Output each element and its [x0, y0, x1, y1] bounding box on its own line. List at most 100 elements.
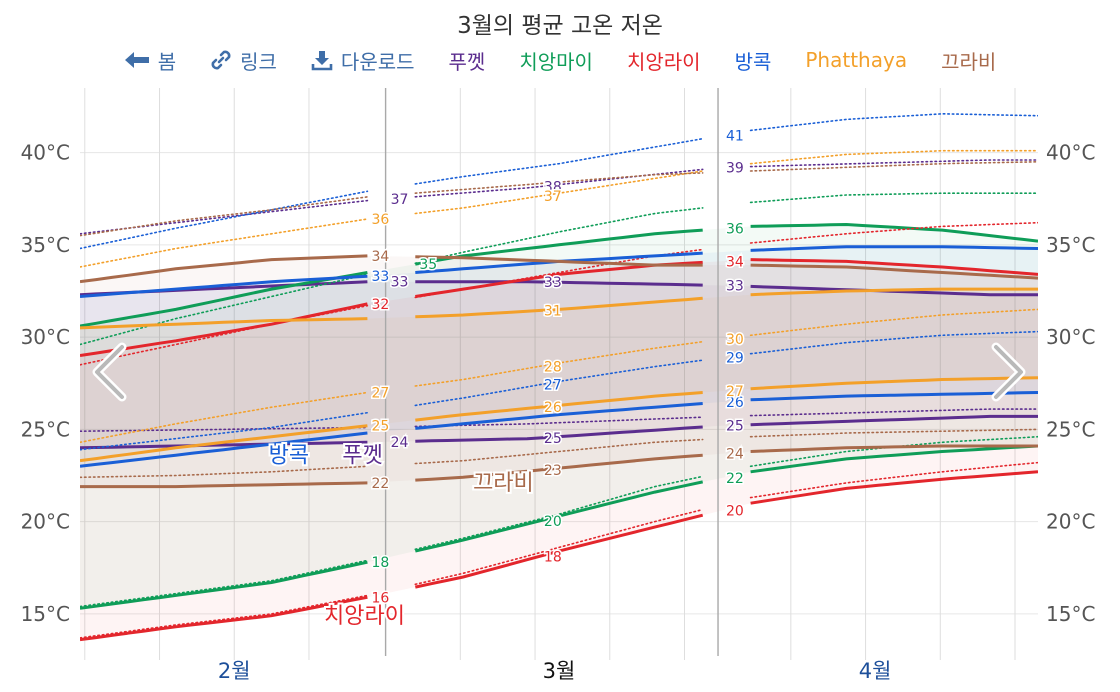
- line-low-푸껫: [415, 425, 703, 443]
- y-tick-label: 40°C: [21, 141, 70, 165]
- data-label: 25: [544, 431, 562, 447]
- x-axis-months: 2월 3월 4월: [218, 659, 892, 683]
- band-치앙라이: [80, 259, 1038, 640]
- data-label: 36: [371, 212, 389, 228]
- data-label: 34: [371, 249, 389, 265]
- line-high-치앙마이: [750, 222, 1038, 243]
- series-name-치앙라이: 치앙라이: [324, 604, 405, 629]
- y-axis-right: 15°C 20°C 25°C 30°C 35°C 40°C: [1046, 141, 1095, 626]
- data-label: 16: [371, 590, 389, 606]
- month-dividers: [384, 88, 719, 656]
- data-label: 33: [371, 269, 389, 285]
- line-dotted-low-방콕: [749, 330, 1038, 355]
- y-tick-label: 25°C: [1046, 417, 1095, 441]
- data-label: 35: [419, 257, 437, 273]
- download-button[interactable]: 다운로드: [311, 46, 415, 75]
- y-tick-label: 30°C: [21, 325, 70, 349]
- line-dotted-high-phatthaya: [80, 218, 369, 268]
- line-dotted-high-치앙마이: [749, 192, 1038, 204]
- data-label: 27: [726, 384, 744, 400]
- back-button[interactable]: 봄: [124, 46, 176, 75]
- line-low-방콕: [750, 391, 1038, 402]
- line-low-치앙라이: [80, 595, 368, 642]
- data-label: 31: [544, 304, 562, 320]
- x-tick-month: 2월: [218, 659, 251, 683]
- next-arrow[interactable]: [991, 342, 1026, 402]
- line-high-끄라비: [80, 254, 368, 284]
- line-dotted-high-푸껫: [80, 199, 369, 235]
- data-label: 20: [544, 514, 562, 530]
- line-dotted-high-끄라비: [414, 172, 704, 194]
- data-label: 25: [371, 419, 389, 435]
- line-high-치앙라이: [80, 302, 368, 357]
- data-label: 18: [371, 555, 389, 571]
- data-label: 26: [544, 400, 562, 416]
- line-high-치앙라이: [750, 258, 1038, 276]
- line-dotted-low-치앙마이: [414, 475, 704, 551]
- line-dotted-low-끄라비: [749, 428, 1038, 438]
- data-label: 37: [391, 192, 409, 208]
- line-dotted-low-방콕: [414, 359, 704, 407]
- download-label: 다운로드: [340, 49, 415, 74]
- line-dotted-low-푸껫: [80, 426, 369, 432]
- line-dotted-low-치앙라이: [80, 594, 369, 639]
- back-label: 봄: [157, 49, 177, 74]
- legend-item-chiang-mai[interactable]: 치앙마이: [519, 49, 593, 74]
- line-high-phatthaya: [415, 296, 703, 319]
- plot-background: [80, 88, 1038, 660]
- data-label: 37: [544, 189, 562, 205]
- line-dotted-high-끄라비: [749, 161, 1038, 172]
- data-label: 33: [391, 275, 409, 291]
- band-phatthaya: [80, 289, 1038, 461]
- line-dotted-low-치앙마이: [80, 559, 369, 608]
- toolbar: 봄 링크 다운로드 푸껫 치앙마이 치앙라이 방콕 Phatthaya 끄라비: [0, 44, 1120, 76]
- line-low-phatthaya: [750, 376, 1038, 391]
- legend-item-bangkok[interactable]: 방콕: [734, 49, 772, 74]
- line-high-끄라비: [750, 263, 1038, 280]
- link-label: 링크: [240, 49, 277, 74]
- legend-item-chiang-rai[interactable]: 치앙라이: [626, 49, 701, 74]
- line-dotted-low-치앙라이: [414, 508, 704, 586]
- line-dotted-low-치앙라이: [749, 461, 1038, 499]
- y-tick-label: 35°C: [21, 233, 70, 257]
- line-low-끄라비: [415, 453, 703, 482]
- legend-item-krabi[interactable]: 끄라비: [941, 49, 997, 74]
- data-label: 27: [371, 385, 389, 401]
- series-name-푸껫: 푸껫: [342, 444, 382, 469]
- line-dotted-low-끄라비: [80, 465, 369, 479]
- line-low-끄라비: [80, 481, 368, 489]
- data-label: 24: [726, 447, 744, 463]
- legend-item-pattaya[interactable]: Phatthaya: [805, 48, 908, 72]
- band-푸껫: [80, 281, 1038, 448]
- data-label: 33: [726, 278, 744, 294]
- line-low-치앙마이: [750, 444, 1038, 474]
- data-label: 27: [544, 378, 562, 394]
- y-tick-label: 25°C: [21, 417, 70, 441]
- legend-item-phuket[interactable]: 푸껫: [448, 49, 486, 74]
- line-dotted-high-치앙마이: [414, 207, 704, 265]
- data-label: 26: [726, 395, 744, 411]
- line-low-치앙마이: [80, 560, 368, 610]
- x-tick-month: 3월: [543, 659, 576, 683]
- series-lines: [80, 112, 1038, 642]
- line-dotted-high-치앙마이: [80, 273, 369, 346]
- line-dotted-low-phatthaya: [749, 308, 1038, 337]
- line-dotted-high-푸껫: [749, 159, 1038, 168]
- line-high-phatthaya: [80, 317, 368, 330]
- x-tick-month: 4월: [859, 659, 892, 683]
- download-icon: [311, 51, 333, 71]
- data-label: 22: [371, 476, 389, 492]
- series-name-끄라비: 끄라비: [473, 471, 534, 496]
- prev-arrow[interactable]: [92, 342, 127, 402]
- y-tick-label: 20°C: [1046, 510, 1095, 534]
- line-low-방콕: [80, 431, 368, 468]
- line-dotted-low-끄라비: [414, 438, 704, 465]
- link-button[interactable]: 링크: [210, 46, 277, 75]
- data-label: 18: [544, 549, 562, 565]
- line-dotted-low-푸껫: [749, 408, 1038, 417]
- series-name-방콕: 방콕: [269, 444, 309, 469]
- line-dotted-low-phatthaya: [80, 391, 369, 444]
- y-axis-left: 15°C 20°C 25°C 30°C 35°C 40°C: [21, 141, 70, 626]
- line-high-끄라비: [415, 255, 703, 267]
